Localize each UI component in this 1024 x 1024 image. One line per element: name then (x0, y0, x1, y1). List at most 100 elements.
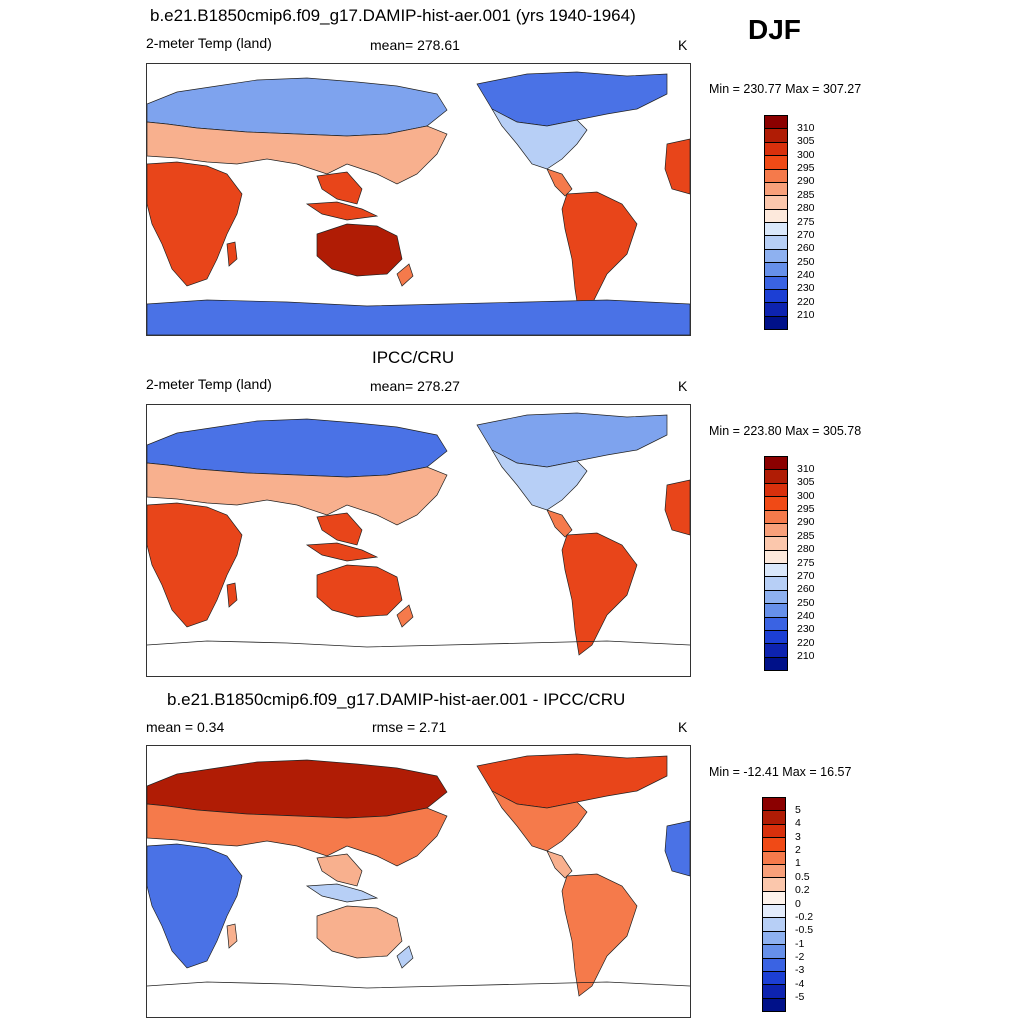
colorbar-box (764, 168, 788, 183)
colorbar-label: 3 (795, 830, 801, 843)
panel1-map-svg (147, 71, 690, 335)
colorbar-box (764, 509, 788, 524)
antarctica-coastline (147, 640, 690, 648)
indonesia-region (305, 201, 379, 221)
colorbar-label: 240 (797, 269, 815, 281)
nz-region (396, 604, 414, 628)
madagascar-region (226, 241, 238, 267)
australia-region (316, 564, 403, 618)
seasia-region (316, 171, 363, 205)
colorbar-label: 310 (797, 462, 815, 475)
madagascar-region (226, 923, 238, 949)
colorbar-label: 275 (797, 215, 815, 228)
africa-region (147, 161, 243, 287)
colorbar-label: 275 (797, 556, 815, 569)
panel1-center-label: mean= 278.61 (370, 37, 460, 53)
colorbar-box (764, 576, 788, 591)
na-s-region (491, 790, 588, 852)
colorbar-box (764, 248, 788, 264)
colorbar-box (764, 128, 788, 143)
panel3-map (146, 745, 691, 1018)
colorbar-label: 295 (797, 162, 815, 174)
sa-region (561, 873, 638, 997)
panel2-map-svg (147, 412, 690, 656)
colorbar-box (762, 863, 786, 879)
colorbar-box (764, 496, 788, 511)
colorbar-box (764, 315, 788, 330)
colorbar-label: 0 (795, 897, 801, 910)
colorbar-label: 250 (797, 596, 815, 609)
colorbar-box (762, 877, 786, 892)
colorbar-box (764, 563, 788, 578)
colorbar-label: -0.2 (795, 910, 814, 923)
nz-region (396, 263, 414, 287)
colorbar-box (762, 944, 786, 959)
sa-region (561, 191, 638, 315)
colorbar-label: 300 (797, 148, 815, 161)
colorbar-label: 0.2 (795, 884, 810, 897)
colorbar-label: 280 (797, 543, 815, 556)
colorbar-box (762, 970, 786, 986)
colorbar-label: 285 (797, 529, 815, 542)
colorbar-label: 220 (797, 636, 815, 649)
colorbar-box (764, 141, 788, 157)
panel1-colorbar: 310 305 300 295 290 285 280 275 270 260 250 240 230 2… (764, 115, 844, 330)
colorbar-label: 220 (797, 295, 815, 308)
colorbar-box (764, 302, 788, 317)
panel2-title: IPCC/CRU (372, 348, 455, 367)
panel2-center-label: mean= 278.27 (370, 378, 460, 394)
colorbar-label: -5 (795, 991, 805, 1004)
colorbar-box (764, 536, 788, 551)
panel2-map (146, 404, 691, 677)
colorbar-box (764, 589, 788, 605)
na-s-region (491, 449, 588, 511)
panel3-center-label: rmse = 2.71 (372, 719, 447, 735)
colorbar-label: 260 (797, 583, 815, 596)
colorbar-box (764, 262, 788, 277)
colorbar-box (762, 904, 786, 919)
colorbar-label: 305 (797, 476, 815, 489)
na-s-region (491, 108, 588, 170)
colorbar-box (762, 797, 786, 812)
australia-region (316, 905, 403, 959)
africa-region (147, 843, 243, 969)
colorbar-box (764, 482, 788, 498)
africa-e-region (664, 138, 690, 195)
africa-e-region (664, 479, 690, 536)
nz-region (396, 945, 414, 969)
panel3-colorbar: 5 4 3 2 1 0.5 0.2 0 -0.2 -0.5 -1 -2 -3 -4 -5 (762, 797, 842, 1012)
colorbar-box (764, 656, 788, 671)
colorbar-label: 4 (795, 817, 801, 830)
colorbar-label: 305 (797, 135, 815, 148)
colorbar-label: 210 (797, 309, 815, 322)
colorbar-box (762, 917, 786, 932)
panel2-left-label: 2-meter Temp (land) (146, 376, 272, 392)
colorbar-label: 210 (797, 650, 815, 663)
eurasia-s-region (147, 803, 448, 867)
panel1-map (146, 63, 691, 336)
panel3-units: K (678, 719, 688, 735)
colorbar-label: 230 (797, 623, 815, 636)
eurasia-s-region (147, 121, 448, 185)
seasia-region (316, 512, 363, 546)
colorbar-box (762, 997, 786, 1012)
antarctica-coastline (147, 981, 690, 989)
colorbar-box (762, 810, 786, 825)
colorbar-box (764, 456, 788, 471)
colorbar-box (764, 208, 788, 223)
colorbar-box (764, 629, 788, 645)
colorbar-box (764, 195, 788, 210)
colorbar-box (764, 616, 788, 631)
colorbar-box (764, 643, 788, 658)
colorbar-label: 285 (797, 188, 815, 201)
colorbar-box (764, 288, 788, 304)
colorbar-box (764, 181, 788, 197)
colorbar-label: 310 (797, 121, 815, 134)
colorbar-label: 270 (797, 228, 815, 241)
panel1-units: K (678, 37, 688, 53)
colorbar-box (762, 930, 786, 946)
panel2-colorbar: 310 305 300 295 290 285 280 275 270 260 250 240 230 2… (764, 456, 844, 671)
panel1-minmax: Min = 230.77 Max = 307.27 (709, 82, 862, 96)
colorbar-box (762, 850, 786, 865)
central-am-region (546, 168, 573, 197)
